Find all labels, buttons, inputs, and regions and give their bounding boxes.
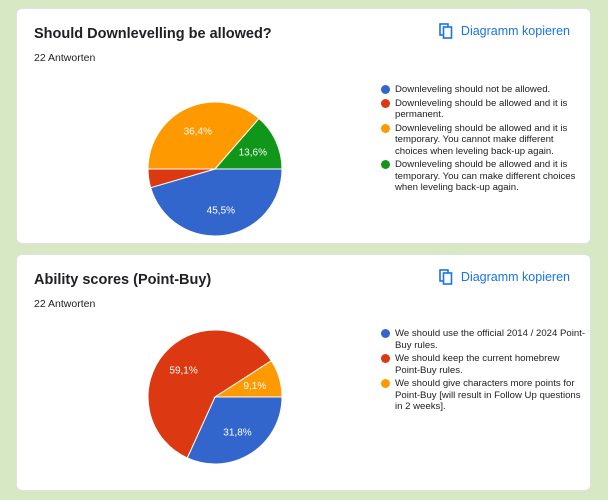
legend-label: Downleveling should not be allowed. — [395, 84, 551, 95]
chart-card-ability-scores: Ability scores (Point-Buy) 22 Antworten … — [16, 254, 591, 491]
pie-slice — [147, 329, 273, 459]
legend-label: We should keep the current homebrew Poin… — [395, 353, 560, 376]
legend-label: Downleveling should be allowed and it is… — [395, 97, 568, 121]
copy-chart-label: Diagramm kopieren — [460, 24, 570, 38]
copy-icon — [439, 269, 453, 285]
legend-item: Downleveling should be allowed and it is… — [381, 159, 586, 194]
pie-slice-label: 9,1% — [243, 381, 266, 392]
pie-slice-label: 36,4% — [184, 127, 212, 138]
chart-legend: We should use the official 2014 / 2024 P… — [381, 328, 586, 415]
legend-label: We should give characters more points fo… — [395, 378, 581, 412]
legend-swatch — [381, 160, 390, 169]
response-count: 22 Antworten — [34, 52, 96, 64]
pie-chart: 45,5% 36,4% 13,6% — [147, 101, 283, 237]
copy-chart-button[interactable]: Diagramm kopieren — [439, 269, 570, 285]
pie-slice-label: 59,1% — [169, 365, 197, 376]
legend-swatch — [381, 354, 390, 363]
legend-swatch — [381, 379, 390, 388]
legend-swatch — [381, 98, 390, 108]
chart-title: Ability scores (Point-Buy) — [34, 272, 212, 288]
legend-label: We should use the official 2014 / 2024 P… — [395, 328, 586, 351]
legend-item: Downleveling should be allowed and it is… — [381, 123, 586, 158]
legend-item: We should give characters more points fo… — [381, 378, 586, 413]
legend-item: Downleveling should be allowed and it is… — [381, 98, 586, 121]
pie-slice — [147, 101, 260, 170]
legend-item: We should use the official 2014 / 2024 P… — [381, 328, 586, 351]
pie-slice-label: 13,6% — [239, 147, 267, 158]
legend-swatch — [381, 329, 390, 338]
pie-slice — [186, 396, 283, 465]
copy-chart-label: Diagramm kopieren — [460, 270, 570, 284]
legend-label: Downleveling should be allowed and it is… — [395, 122, 568, 157]
legend-swatch — [381, 123, 390, 133]
pie-slice-label: 31,8% — [223, 427, 251, 438]
pie-chart: 31,8% 59,1% 9,1% — [147, 329, 283, 465]
copy-chart-button[interactable]: Diagramm kopieren — [439, 23, 570, 39]
legend-item: We should keep the current homebrew Poin… — [381, 353, 586, 376]
pie-slice — [213, 117, 283, 170]
pie-slice — [213, 360, 283, 398]
chart-legend: Downleveling should not be allowed. Downl… — [381, 84, 586, 196]
legend-swatch — [381, 85, 390, 94]
legend-item: Downleveling should not be allowed. — [381, 84, 586, 96]
response-count: 22 Antworten — [34, 298, 96, 310]
chart-card-downlevelling: Should Downlevelling be allowed? 22 Antw… — [16, 8, 591, 244]
pie-slice-label: 45,5% — [207, 206, 235, 217]
pie-slice — [150, 168, 283, 237]
chart-title: Should Downlevelling be allowed? — [34, 26, 272, 42]
legend-label: Downleveling should be allowed and it is… — [395, 159, 576, 193]
copy-icon — [439, 23, 453, 39]
